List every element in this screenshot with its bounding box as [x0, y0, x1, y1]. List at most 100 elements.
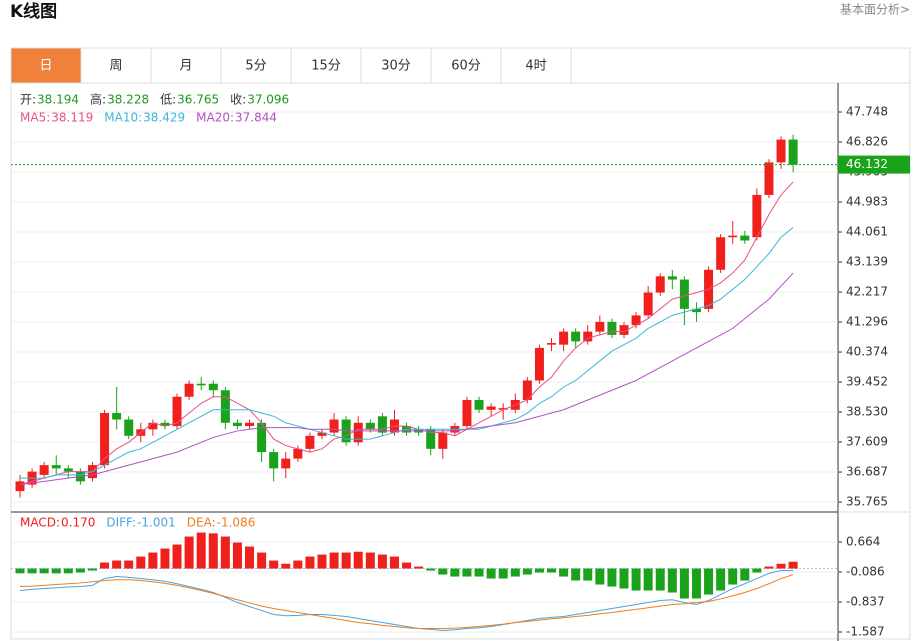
- macd-bar: [426, 568, 436, 571]
- y-tick-label: 47.748: [846, 104, 888, 118]
- y-tick-label: 46.826: [846, 134, 888, 148]
- macd-bar: [27, 568, 37, 574]
- ma-line: [20, 227, 794, 479]
- candle-body: [643, 292, 653, 316]
- tab-box[interactable]: [360, 47, 432, 84]
- macd-bar: [39, 568, 49, 574]
- legend-text: -1.001: [137, 516, 176, 530]
- candle-body: [257, 422, 267, 453]
- candle-body: [305, 435, 315, 449]
- legend-text: 38.119: [51, 111, 93, 125]
- candle-body: [631, 315, 641, 326]
- macd-bar: [353, 551, 363, 569]
- candle-body: [474, 400, 484, 410]
- candle-body: [691, 308, 701, 313]
- macd-line: [19, 570, 794, 632]
- candle-body: [148, 422, 158, 430]
- macd-bar: [269, 560, 279, 569]
- macd-bar: [667, 568, 677, 593]
- macd-bar: [365, 552, 375, 569]
- y-tick-label: 36.687: [846, 465, 888, 479]
- macd-bar: [232, 542, 242, 569]
- tab-box[interactable]: [150, 47, 222, 84]
- macd-bar: [124, 560, 134, 569]
- candle-body: [51, 465, 61, 469]
- tab-box[interactable]: [500, 47, 572, 84]
- fundamental-link[interactable]: 基本面分析>: [840, 3, 910, 17]
- candle-body: [462, 400, 472, 427]
- macd-bar: [148, 552, 158, 569]
- macd-bar: [752, 568, 762, 573]
- macd-bar: [281, 563, 291, 569]
- candle-body: [438, 432, 448, 449]
- macd-bar: [764, 566, 774, 569]
- macd-bar: [704, 568, 714, 595]
- macd-bar: [329, 552, 339, 569]
- macd-bar: [196, 532, 206, 569]
- candle-body: [112, 413, 122, 420]
- macd-bar: [377, 554, 387, 569]
- y-tick-label: 42.217: [846, 285, 888, 299]
- macd-bar: [208, 533, 218, 569]
- tab-box[interactable]: [80, 47, 152, 84]
- tab-box[interactable]: [10, 47, 82, 84]
- tab-box[interactable]: [220, 47, 292, 84]
- legend-text: 38.429: [143, 111, 185, 125]
- widget-title: K线图: [10, 1, 57, 22]
- macd-bar: [559, 568, 569, 577]
- candle-body: [559, 331, 569, 345]
- candle-body: [619, 325, 629, 335]
- tab-label[interactable]: 30分: [381, 59, 411, 74]
- macd-bar: [51, 568, 61, 574]
- candle-body: [293, 448, 303, 459]
- candle-body: [534, 347, 544, 381]
- macd-bar: [571, 568, 581, 581]
- tab-label[interactable]: 周: [109, 59, 122, 74]
- macd-line: [19, 574, 794, 630]
- tab-label[interactable]: 15分: [311, 59, 341, 74]
- candle-body: [740, 235, 750, 241]
- y-tick-label: -0.086: [846, 564, 885, 578]
- tab-label[interactable]: 4时: [525, 59, 546, 74]
- macd-bar: [607, 568, 617, 587]
- macd-bar: [595, 568, 605, 585]
- tab-label[interactable]: 5分: [245, 59, 266, 74]
- candle-body: [752, 194, 762, 238]
- candle-body: [607, 321, 617, 335]
- macd-bar: [317, 554, 327, 569]
- macd-bar: [402, 562, 412, 569]
- macd-bar: [75, 568, 85, 573]
- tab-label[interactable]: 60分: [451, 59, 481, 74]
- legend-text: 36.765: [177, 93, 219, 107]
- macd-bar: [15, 568, 25, 574]
- ma-line: [19, 272, 794, 486]
- tab-label[interactable]: 月: [179, 59, 192, 74]
- legend-text: 37.844: [235, 111, 277, 125]
- candle-body: [196, 383, 206, 386]
- candle-body: [100, 413, 110, 466]
- y-tick-label: 44.983: [846, 194, 888, 208]
- candle-body: [281, 458, 291, 469]
- candle-body: [667, 276, 677, 280]
- macd-bar: [498, 568, 508, 579]
- y-tick-label: 43.139: [846, 255, 888, 269]
- candle-body: [329, 419, 339, 433]
- legend-text: 收:: [230, 93, 246, 107]
- candle-body: [353, 422, 363, 443]
- macd-bar: [655, 568, 665, 591]
- macd-bar: [305, 556, 315, 569]
- legend-text: 37.096: [247, 93, 289, 107]
- current-price-label: 46.132: [846, 157, 888, 171]
- candle-body: [595, 321, 605, 332]
- ma-line: [19, 181, 794, 486]
- tab-label[interactable]: 日: [39, 59, 52, 74]
- macd-bar: [87, 568, 97, 571]
- candle-body: [377, 416, 387, 433]
- macd-bar: [534, 568, 544, 573]
- y-tick-label: -1.587: [846, 625, 885, 639]
- macd-bar: [245, 546, 255, 569]
- candle-body: [788, 139, 798, 165]
- candle-body: [486, 406, 496, 410]
- y-tick-label: 39.452: [846, 375, 888, 389]
